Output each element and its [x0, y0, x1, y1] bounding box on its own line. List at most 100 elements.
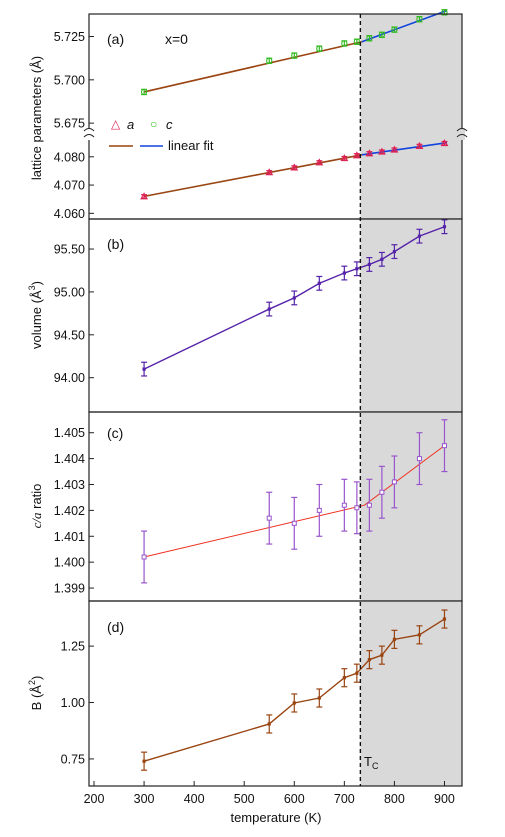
panel-d-point: [317, 696, 321, 700]
panel-c-ytick-label: 1.399: [54, 582, 85, 596]
panel-a-linear-fit: [361, 141, 448, 156]
panel-d-ytick-label: 0.75: [61, 752, 85, 766]
panel-d-frame: [88, 600, 463, 787]
panel-c-point: [316, 507, 322, 513]
panel-b-point: [317, 281, 321, 285]
panel-a-point-c: [291, 52, 298, 59]
panel-b-ytick-label: 94.00: [54, 371, 85, 385]
panel-a-point-a: [290, 163, 299, 171]
panel-a-linear-fit: [143, 154, 363, 198]
panel-c-point: [341, 502, 347, 508]
panel-a-point-a: [340, 154, 349, 162]
axis-break: [83, 128, 468, 140]
panel-b-point: [267, 307, 271, 311]
legend-c-label: c: [166, 117, 173, 132]
panel-b-shade: [360, 219, 462, 412]
panel-a-point-c: [341, 40, 348, 47]
panel-b-point: [442, 225, 447, 229]
panel-d-ylabel: B (Å2): [27, 676, 44, 711]
panel-c-shade: [360, 412, 462, 601]
panel-c-ytick-label: 1.400: [54, 556, 85, 570]
panel-b-ytick-label: 95.00: [54, 285, 85, 299]
panel-a-annotation: x=0: [165, 31, 188, 47]
panel-c-ytick-label: 1.403: [54, 478, 85, 492]
panel-b-point: [367, 262, 371, 267]
panel-c-ytick-label: 1.401: [54, 530, 85, 544]
panel-b-point: [392, 249, 397, 254]
x-tick-label: 200: [84, 792, 105, 806]
panel-c-point: [354, 505, 360, 511]
panel-a-lower-ytick-label: 4.080: [54, 150, 85, 164]
x-tick-label: 700: [334, 792, 355, 806]
panel-a-point-c: [391, 26, 398, 33]
panel-b-ytick-label: 94.50: [54, 328, 85, 342]
panel-a-shade: [360, 14, 462, 219]
panel-a-ylabel: lattice parameters (Å): [29, 56, 44, 180]
panel-a-point-a: [140, 192, 149, 200]
legend-c-marker: ○: [150, 117, 157, 131]
panel-d-point: [342, 676, 346, 680]
panel-c-point: [416, 456, 422, 462]
panel-a-lower-plot: 4.060 4.070 4.080: [54, 139, 449, 221]
panel-a-point-c: [266, 57, 273, 64]
x-tick-label: 800: [384, 792, 405, 806]
panel-a-point-a: [415, 141, 424, 149]
panel-a-upper-ytick-label: 5.725: [54, 30, 85, 44]
panel-b-point: [417, 234, 422, 238]
panel-d-point: [392, 637, 397, 641]
panel-d-point: [367, 658, 371, 662]
panel-a-lower-ytick-label: 4.070: [54, 179, 85, 193]
panel-d-ytick-label: 1.00: [61, 696, 85, 710]
panel-b-label: (b): [107, 236, 124, 252]
panel-c-ytick-label: 1.402: [54, 504, 85, 518]
panel-a-point-c: [416, 16, 423, 23]
panel-b-point: [342, 271, 346, 275]
panel-c-point: [366, 502, 372, 508]
panel-a-upper-plot: 5.675 5.700 5.725: [54, 9, 448, 131]
panel-d-plot: 0.75 1.00 1.25: [61, 609, 448, 771]
panel-b-point: [142, 367, 146, 371]
panel-c-ylabel: c/a ratio: [29, 484, 44, 529]
panel-a-point-a: [352, 151, 361, 159]
panel-d-label: (d): [107, 619, 124, 635]
panel-a-lower-ytick-label: 4.060: [54, 207, 85, 221]
panel-d-point: [267, 722, 271, 726]
panel-d: 0.75 1.00 1.25 (d) B (Å2) TC: [27, 600, 463, 787]
panel-d-point: [442, 617, 447, 621]
panel-d-point: [142, 759, 146, 763]
panel-c-point: [291, 520, 297, 526]
panel-a-point-c: [353, 38, 361, 45]
panel-a-label: (a): [107, 31, 124, 47]
tc-shaded-region: [360, 412, 462, 601]
panel-d-shade: [360, 601, 462, 786]
x-axis: 200 300 400 500 600 700 800 900: [84, 781, 455, 806]
panel-a-point-a: [440, 139, 449, 147]
legend-a-label: a: [127, 117, 134, 132]
panel-c-ytick-label: 1.405: [54, 426, 85, 440]
tc-shaded-region: [360, 601, 462, 786]
panel-d-point: [355, 671, 359, 675]
panel-a-linear-fit: [143, 40, 363, 93]
x-axis-label: temperature (K): [230, 810, 321, 825]
panel-c-plot: 1.399 1.400 1.401 1.402 1.403 1.404 1.405: [54, 419, 448, 596]
panel-a-point-c: [378, 31, 386, 38]
legend-fit-label: linear fit: [168, 138, 214, 153]
panel-a-point-c: [441, 9, 448, 16]
panel-d-ytick-label: 1.25: [61, 640, 85, 654]
panel-a-point-a: [365, 149, 374, 157]
x-tick-label: 300: [134, 792, 155, 806]
x-tick-label: 900: [434, 792, 455, 806]
panel-c-point: [391, 479, 397, 485]
panel-b-ylabel: volume (Å3): [27, 281, 44, 349]
panel-a-point-a: [390, 145, 399, 153]
panel-b-point: [292, 296, 296, 300]
panel-a-upper-ytick-label: 5.675: [54, 117, 85, 131]
panel-a-point-c: [140, 88, 148, 96]
panel-b-ytick-label: 95.50: [54, 243, 85, 257]
panel-c-point: [379, 489, 385, 495]
x-tick-label: 400: [184, 792, 205, 806]
panel-a-point-c: [366, 35, 373, 42]
tc-shaded-region: [360, 219, 462, 412]
